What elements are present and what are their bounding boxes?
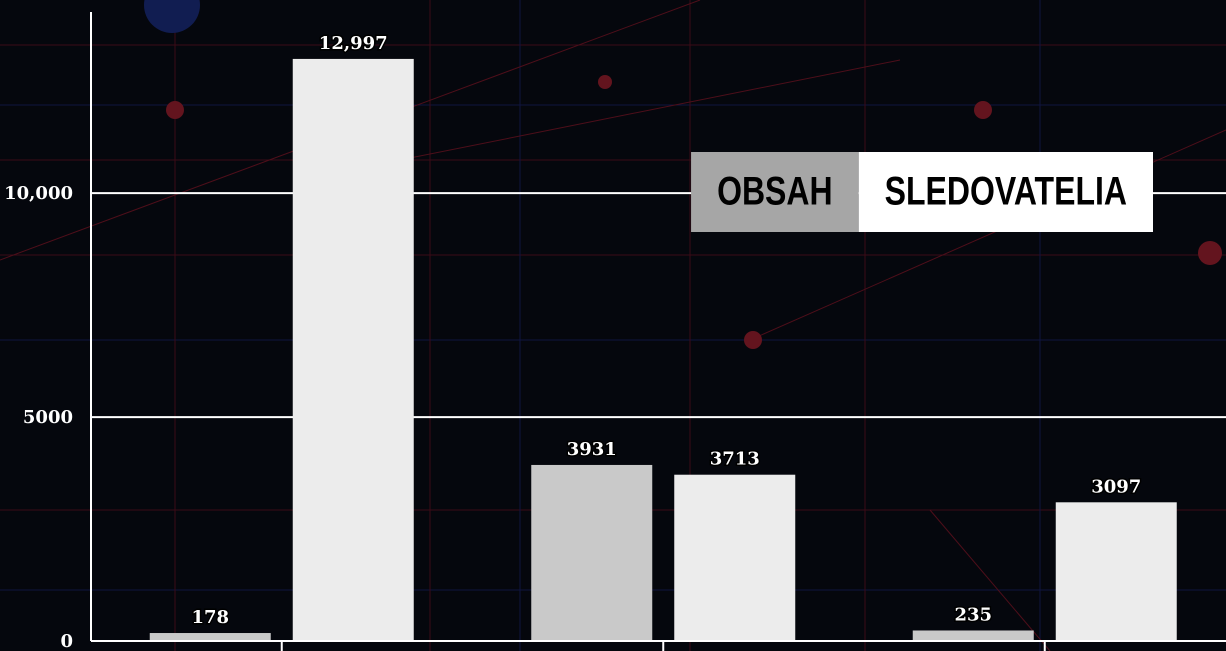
bar <box>292 58 414 642</box>
legend-box <box>858 152 1153 232</box>
bar <box>1055 502 1177 641</box>
bar <box>149 633 271 641</box>
y-tick-label: 0 <box>60 631 73 651</box>
data-label: 235 <box>954 604 992 625</box>
data-label: 3097 <box>1091 476 1141 497</box>
legend-label: SLEDOVATELIA <box>885 168 1127 213</box>
legend-box <box>691 152 859 232</box>
data-label: 3713 <box>710 449 760 470</box>
y-tick-label: 5000 <box>23 407 73 428</box>
legend-label: OBSAH <box>717 168 833 213</box>
data-label: 12,997 <box>319 33 388 54</box>
y-tick-label: 10,000 <box>4 183 73 204</box>
data-label: 3931 <box>567 439 617 460</box>
bar <box>531 464 653 641</box>
data-label: 178 <box>191 607 229 628</box>
bar <box>912 630 1034 641</box>
legend: OBSAH SLEDOVATELIA <box>691 152 1153 232</box>
bar <box>674 474 796 641</box>
